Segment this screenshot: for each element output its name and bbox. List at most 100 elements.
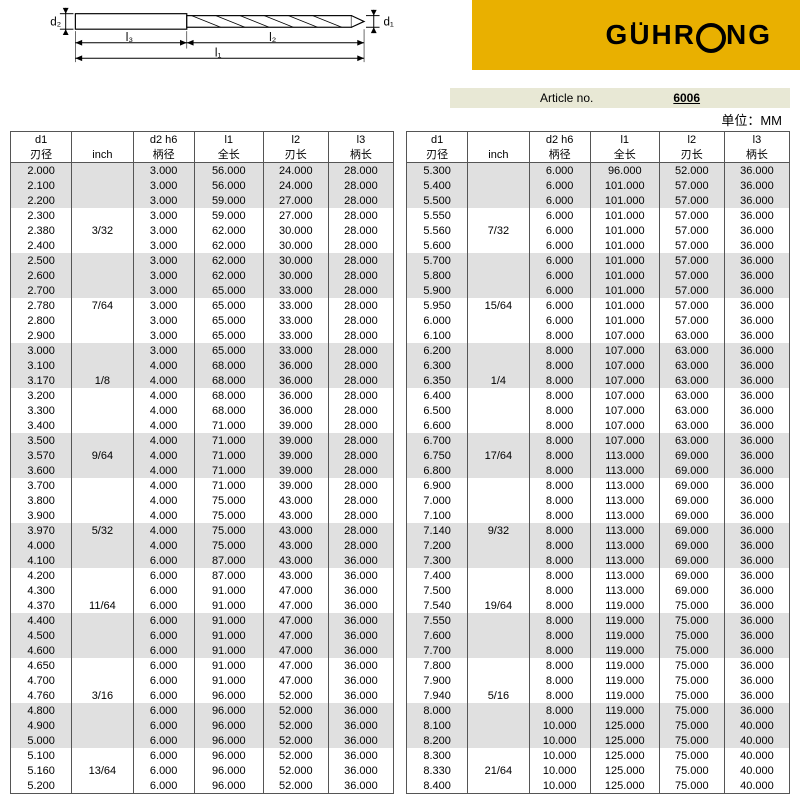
table-row: 5.95015/646.000101.00057.00036.000 bbox=[407, 298, 790, 313]
table-row: 7.4008.000113.00069.00036.000 bbox=[407, 568, 790, 583]
table-row: 5.5006.000101.00057.00036.000 bbox=[407, 193, 790, 208]
table-row: 4.6006.00091.00047.00036.000 bbox=[11, 643, 394, 658]
tables-container: d1d2 h6l1l2l3刃径inch柄径全长刃长柄长2.0003.00056.… bbox=[0, 131, 800, 794]
table-row: 4.5006.00091.00047.00036.000 bbox=[11, 628, 394, 643]
table-row: 4.37011/646.00091.00047.00036.000 bbox=[11, 598, 394, 613]
table-row: 2.8003.00065.00033.00028.000 bbox=[11, 313, 394, 328]
table-row: 6.5008.000107.00063.00036.000 bbox=[407, 403, 790, 418]
col-header-cn: 柄径 bbox=[529, 147, 590, 163]
table-row: 7.0008.000113.00069.00036.000 bbox=[407, 493, 790, 508]
table-row: 7.5508.000119.00075.00036.000 bbox=[407, 613, 790, 628]
table-row: 5.0006.00096.00052.00036.000 bbox=[11, 733, 394, 748]
article-label: Article no. bbox=[540, 91, 593, 105]
table-row: 4.4006.00091.00047.00036.000 bbox=[11, 613, 394, 628]
table-row: 7.9008.000119.00075.00036.000 bbox=[407, 673, 790, 688]
table-row: 3.9705/324.00075.00043.00028.000 bbox=[11, 523, 394, 538]
table-row: 7.54019/648.000119.00075.00036.000 bbox=[407, 598, 790, 613]
table-row: 4.1006.00087.00043.00036.000 bbox=[11, 553, 394, 568]
table-row: 6.1008.000107.00063.00036.000 bbox=[407, 328, 790, 343]
table-row: 3.3004.00068.00036.00028.000 bbox=[11, 403, 394, 418]
table-row: 5.7006.000101.00057.00036.000 bbox=[407, 253, 790, 268]
col-header-cn: inch bbox=[72, 147, 133, 163]
drill-diagram: d₂ d₁ l₃ l₂ l₁ bbox=[0, 0, 472, 70]
col-header-cn: inch bbox=[468, 147, 529, 163]
table-row: 6.9008.000113.00069.00036.000 bbox=[407, 478, 790, 493]
logo: GU..HRNG bbox=[472, 0, 800, 70]
col-header: l2 bbox=[263, 132, 328, 148]
table-row: 4.3006.00091.00047.00036.000 bbox=[11, 583, 394, 598]
table-row: 5.8006.000101.00057.00036.000 bbox=[407, 268, 790, 283]
col-header: d2 h6 bbox=[133, 132, 194, 148]
table-row: 3.2004.00068.00036.00028.000 bbox=[11, 388, 394, 403]
table-row: 2.2003.00059.00027.00028.000 bbox=[11, 193, 394, 208]
table-row: 6.2008.000107.00063.00036.000 bbox=[407, 343, 790, 358]
table-row: 2.7807/643.00065.00033.00028.000 bbox=[11, 298, 394, 313]
table-row: 6.3008.000107.00063.00036.000 bbox=[407, 358, 790, 373]
svg-text:d₁: d₁ bbox=[383, 15, 393, 28]
table-row: 8.40010.000125.00075.00040.000 bbox=[407, 778, 790, 794]
col-header: d1 bbox=[11, 132, 72, 148]
table-row: 5.4006.000101.00057.00036.000 bbox=[407, 178, 790, 193]
col-header: l1 bbox=[590, 132, 659, 148]
table-row: 5.5506.000101.00057.00036.000 bbox=[407, 208, 790, 223]
table-row: 3.8004.00075.00043.00028.000 bbox=[11, 493, 394, 508]
table-row: 8.20010.000125.00075.00040.000 bbox=[407, 733, 790, 748]
article-row: Article no. 6006 bbox=[450, 88, 790, 108]
col-header-cn: 刃长 bbox=[263, 147, 328, 163]
table-row: 4.0004.00075.00043.00028.000 bbox=[11, 538, 394, 553]
table-row: 6.6008.000107.00063.00036.000 bbox=[407, 418, 790, 433]
table-row: 5.6006.000101.00057.00036.000 bbox=[407, 238, 790, 253]
table-row: 2.7003.00065.00033.00028.000 bbox=[11, 283, 394, 298]
table-row: 8.10010.000125.00075.00040.000 bbox=[407, 718, 790, 733]
table-row: 4.6506.00091.00047.00036.000 bbox=[11, 658, 394, 673]
table-row: 2.3003.00059.00027.00028.000 bbox=[11, 208, 394, 223]
col-header-cn: 全长 bbox=[194, 147, 263, 163]
table-row: 3.6004.00071.00039.00028.000 bbox=[11, 463, 394, 478]
table-row: 5.3006.00096.00052.00036.000 bbox=[407, 163, 790, 179]
table-row: 2.1003.00056.00024.00028.000 bbox=[11, 178, 394, 193]
col-header-cn: 刃长 bbox=[659, 147, 724, 163]
table-row: 3.5004.00071.00039.00028.000 bbox=[11, 433, 394, 448]
table-row: 3.7004.00071.00039.00028.000 bbox=[11, 478, 394, 493]
table-row: 5.16013/646.00096.00052.00036.000 bbox=[11, 763, 394, 778]
table-row: 6.4008.000107.00063.00036.000 bbox=[407, 388, 790, 403]
table-row: 6.8008.000113.00069.00036.000 bbox=[407, 463, 790, 478]
col-header: l3 bbox=[724, 132, 789, 148]
table-row: 3.1004.00068.00036.00028.000 bbox=[11, 358, 394, 373]
table-row: 7.6008.000119.00075.00036.000 bbox=[407, 628, 790, 643]
table-row: 2.3803/323.00062.00030.00028.000 bbox=[11, 223, 394, 238]
table-row: 5.9006.000101.00057.00036.000 bbox=[407, 283, 790, 298]
col-header-cn: 全长 bbox=[590, 147, 659, 163]
article-number: 6006 bbox=[673, 91, 700, 105]
col-header-cn: 柄长 bbox=[328, 147, 393, 163]
table-row: 2.5003.00062.00030.00028.000 bbox=[11, 253, 394, 268]
table-row: 6.75017/648.000113.00069.00036.000 bbox=[407, 448, 790, 463]
svg-text:l₃: l₃ bbox=[126, 31, 134, 44]
svg-text:l₁: l₁ bbox=[215, 46, 222, 59]
table-row: 2.9003.00065.00033.00028.000 bbox=[11, 328, 394, 343]
table-row: 5.2006.00096.00052.00036.000 bbox=[11, 778, 394, 794]
table-row: 4.7603/166.00096.00052.00036.000 bbox=[11, 688, 394, 703]
table-row: 2.6003.00062.00030.00028.000 bbox=[11, 268, 394, 283]
svg-text:l₂: l₂ bbox=[269, 31, 276, 44]
table-row: 8.30010.000125.00075.00040.000 bbox=[407, 748, 790, 763]
table-row: 4.8006.00096.00052.00036.000 bbox=[11, 703, 394, 718]
spec-table-right: d1d2 h6l1l2l3刃径inch柄径全长刃长柄长5.3006.00096.… bbox=[406, 131, 790, 794]
table-row: 7.3008.000113.00069.00036.000 bbox=[407, 553, 790, 568]
table-row: 8.33021/6410.000125.00075.00040.000 bbox=[407, 763, 790, 778]
col-header: l3 bbox=[328, 132, 393, 148]
unit-label: 单位：MM bbox=[0, 110, 800, 129]
col-header-cn: 柄长 bbox=[724, 147, 789, 163]
table-row: 5.1006.00096.00052.00036.000 bbox=[11, 748, 394, 763]
table-row: 7.9405/168.000119.00075.00036.000 bbox=[407, 688, 790, 703]
spec-table-left: d1d2 h6l1l2l3刃径inch柄径全长刃长柄长2.0003.00056.… bbox=[10, 131, 394, 794]
col-header-cn: 柄径 bbox=[133, 147, 194, 163]
header: d₂ d₁ l₃ l₂ l₁ bbox=[0, 0, 800, 70]
table-row: 3.9004.00075.00043.00028.000 bbox=[11, 508, 394, 523]
table-row: 3.5709/644.00071.00039.00028.000 bbox=[11, 448, 394, 463]
table-row: 7.8008.000119.00075.00036.000 bbox=[407, 658, 790, 673]
table-row: 2.4003.00062.00030.00028.000 bbox=[11, 238, 394, 253]
table-row: 7.5008.000113.00069.00036.000 bbox=[407, 583, 790, 598]
table-row: 7.1008.000113.00069.00036.000 bbox=[407, 508, 790, 523]
table-row: 2.0003.00056.00024.00028.000 bbox=[11, 163, 394, 179]
